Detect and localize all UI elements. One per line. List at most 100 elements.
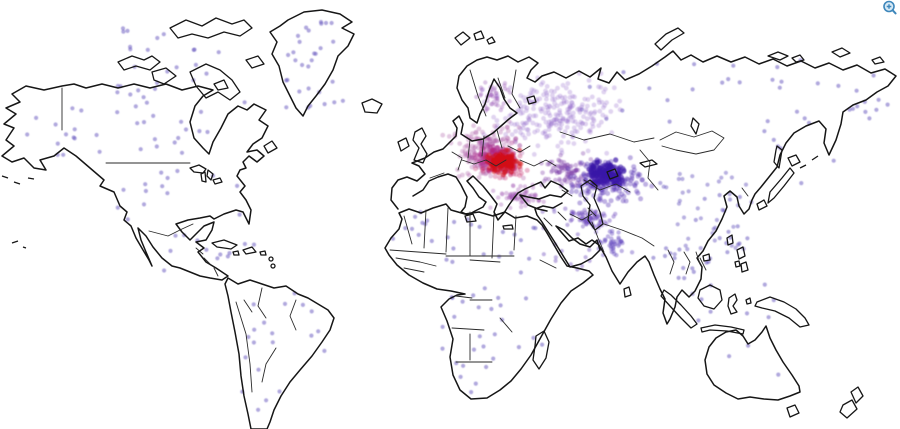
data-point [135, 121, 140, 126]
data-point [563, 206, 568, 211]
data-point [524, 105, 530, 111]
data-point [489, 306, 494, 312]
data-point [160, 184, 165, 189]
data-point [440, 132, 446, 138]
data-point [216, 50, 221, 55]
data-point [726, 229, 731, 234]
data-point [544, 133, 550, 139]
data-point [577, 200, 583, 206]
data-point [558, 152, 563, 158]
data-point [544, 84, 550, 89]
data-point [613, 187, 619, 193]
data-point [575, 232, 580, 237]
data-point [716, 179, 722, 184]
zoom-in-icon[interactable] [882, 0, 898, 16]
data-point [145, 47, 150, 53]
data-point [621, 70, 626, 75]
data-point [717, 193, 722, 198]
data-point [511, 183, 516, 189]
data-point [518, 184, 523, 189]
data-point [499, 137, 505, 143]
data-point [450, 259, 455, 264]
data-point [282, 301, 288, 306]
data-point [413, 214, 418, 219]
data-point [476, 175, 482, 181]
data-point [204, 247, 209, 252]
data-point [723, 170, 729, 175]
data-point [541, 252, 546, 257]
data-point [587, 84, 592, 89]
data-point [705, 182, 710, 187]
data-point [745, 236, 750, 241]
data-point [623, 198, 629, 204]
data-point [771, 137, 776, 142]
data-point [553, 117, 559, 122]
data-point [574, 129, 580, 135]
data-point [300, 62, 305, 68]
data-point [696, 318, 701, 323]
data-point [672, 252, 677, 257]
data-point [456, 174, 462, 179]
data-point [452, 219, 457, 225]
data-point [606, 164, 612, 170]
data-point [713, 225, 718, 230]
data-point [604, 150, 610, 156]
data-point [446, 134, 452, 139]
data-point [593, 209, 598, 214]
data-point [55, 141, 60, 146]
data-point [477, 224, 482, 229]
data-point [193, 62, 198, 67]
data-point [558, 140, 564, 145]
data-point [549, 169, 554, 175]
data-point [500, 229, 505, 235]
data-point [777, 85, 782, 90]
data-point [473, 381, 478, 386]
data-point [508, 205, 513, 211]
data-point [836, 83, 841, 88]
data-point [604, 100, 609, 105]
data-point [552, 89, 557, 94]
data-point [70, 106, 75, 111]
data-point [658, 180, 663, 186]
data-point [168, 248, 173, 253]
data-point [329, 20, 334, 26]
data-point [565, 222, 570, 227]
data-point [499, 163, 506, 169]
coastlines [1, 9, 897, 429]
data-point [179, 119, 184, 124]
data-point [477, 334, 482, 339]
data-point [651, 255, 656, 260]
data-point [489, 147, 495, 153]
data-point [708, 309, 713, 314]
data-point [565, 106, 571, 112]
data-point [491, 159, 497, 165]
data-point [562, 177, 567, 183]
data-point [571, 211, 577, 216]
data-point [561, 100, 567, 106]
data-point [681, 265, 686, 271]
data-point [425, 218, 430, 223]
data-point [596, 100, 602, 105]
data-point [608, 109, 614, 114]
data-point [464, 143, 470, 149]
data-point [165, 191, 170, 196]
data-point [243, 355, 248, 360]
data-point [492, 332, 497, 337]
data-point [588, 172, 595, 178]
data-point [681, 215, 687, 220]
data-point [502, 83, 507, 88]
data-point [179, 150, 185, 155]
data-point [518, 270, 524, 275]
data-point [457, 141, 463, 147]
data-point [593, 216, 598, 221]
data-point [535, 128, 540, 133]
data-point [591, 110, 597, 116]
data-point [647, 86, 652, 91]
data-point [524, 190, 529, 195]
data-point [628, 169, 634, 175]
data-point [197, 129, 202, 134]
data-point [524, 167, 530, 173]
data-point [550, 93, 555, 98]
